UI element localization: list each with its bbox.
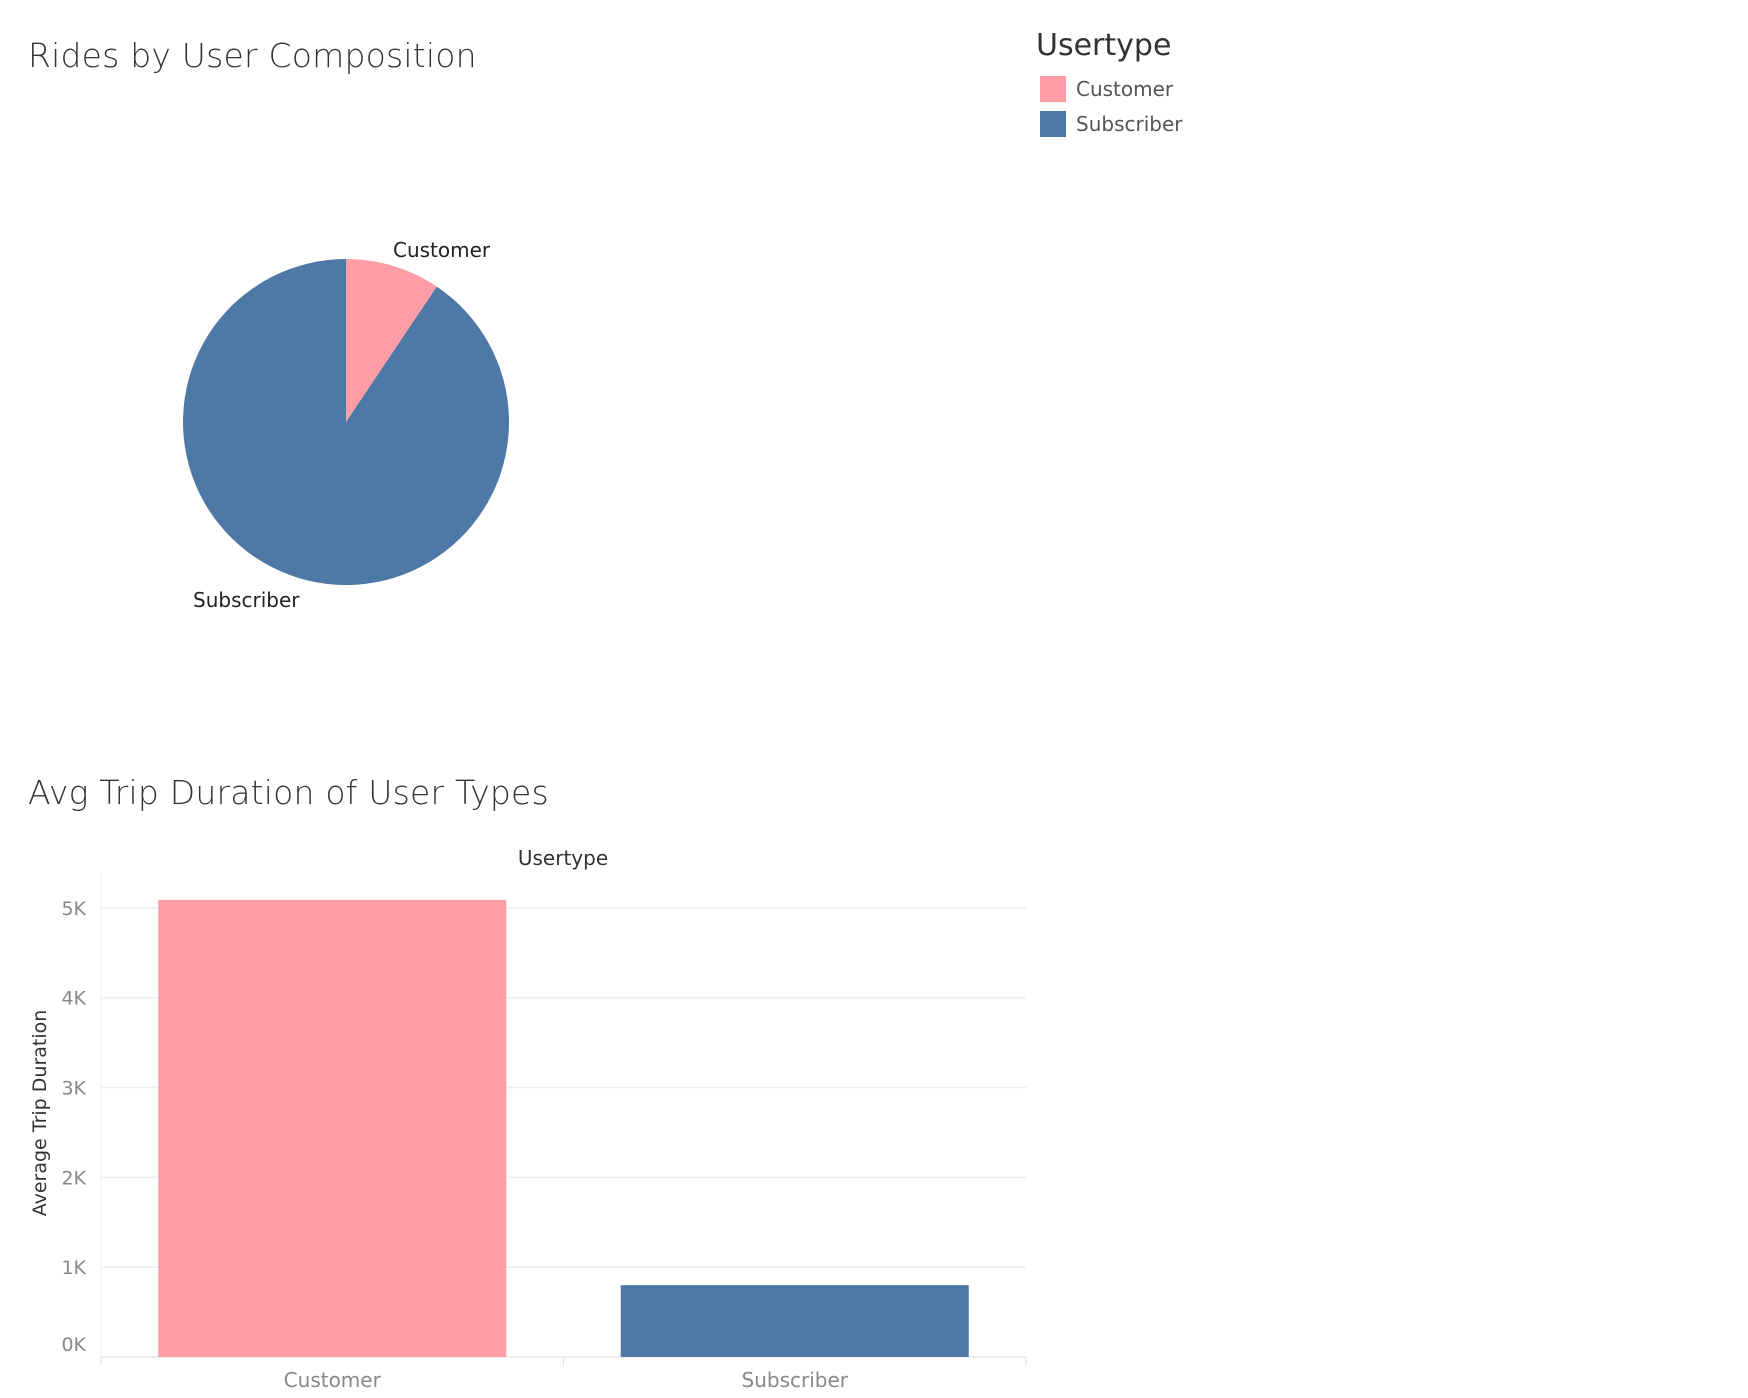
x-tick-label-customer: Customer (284, 1368, 382, 1392)
x-tick-label-subscriber: Subscriber (742, 1368, 849, 1392)
y-tick-label: 2K (61, 1167, 86, 1189)
y-tick-label: 1K (61, 1257, 86, 1279)
usertype-legend: Usertype Customer Subscriber (1036, 28, 1182, 141)
legend-label-customer: Customer (1076, 76, 1174, 101)
y-tick-label: 4K (61, 988, 86, 1010)
y-axis-label: Average Trip Duration (29, 1010, 51, 1217)
legend-label-subscriber: Subscriber (1076, 111, 1183, 136)
y-tick-label: 3K (61, 1078, 86, 1100)
y-tick-label: 5K (61, 898, 86, 920)
bar-subscriber (620, 1285, 969, 1357)
legend-title: Usertype (1036, 28, 1172, 63)
pie-slice-subscriber (183, 259, 510, 585)
y-tick-label: 0K (61, 1334, 86, 1356)
bar-customer (158, 899, 507, 1357)
legend-item-customer[interactable]: Customer (1036, 71, 1182, 106)
legend-item-subscriber[interactable]: Subscriber (1036, 106, 1182, 141)
pie-chart-title: Rides by User Composition (28, 36, 477, 75)
pie-slice-customer (346, 259, 437, 422)
pie-label-subscriber: Subscriber (193, 588, 300, 612)
pie-label-customer: Customer (393, 238, 491, 262)
legend-swatch-subscriber (1040, 110, 1066, 137)
column-header: Usertype (518, 846, 608, 870)
legend-swatch-customer (1040, 75, 1066, 102)
bar-chart-title: Avg Trip Duration of User Types (28, 773, 549, 812)
